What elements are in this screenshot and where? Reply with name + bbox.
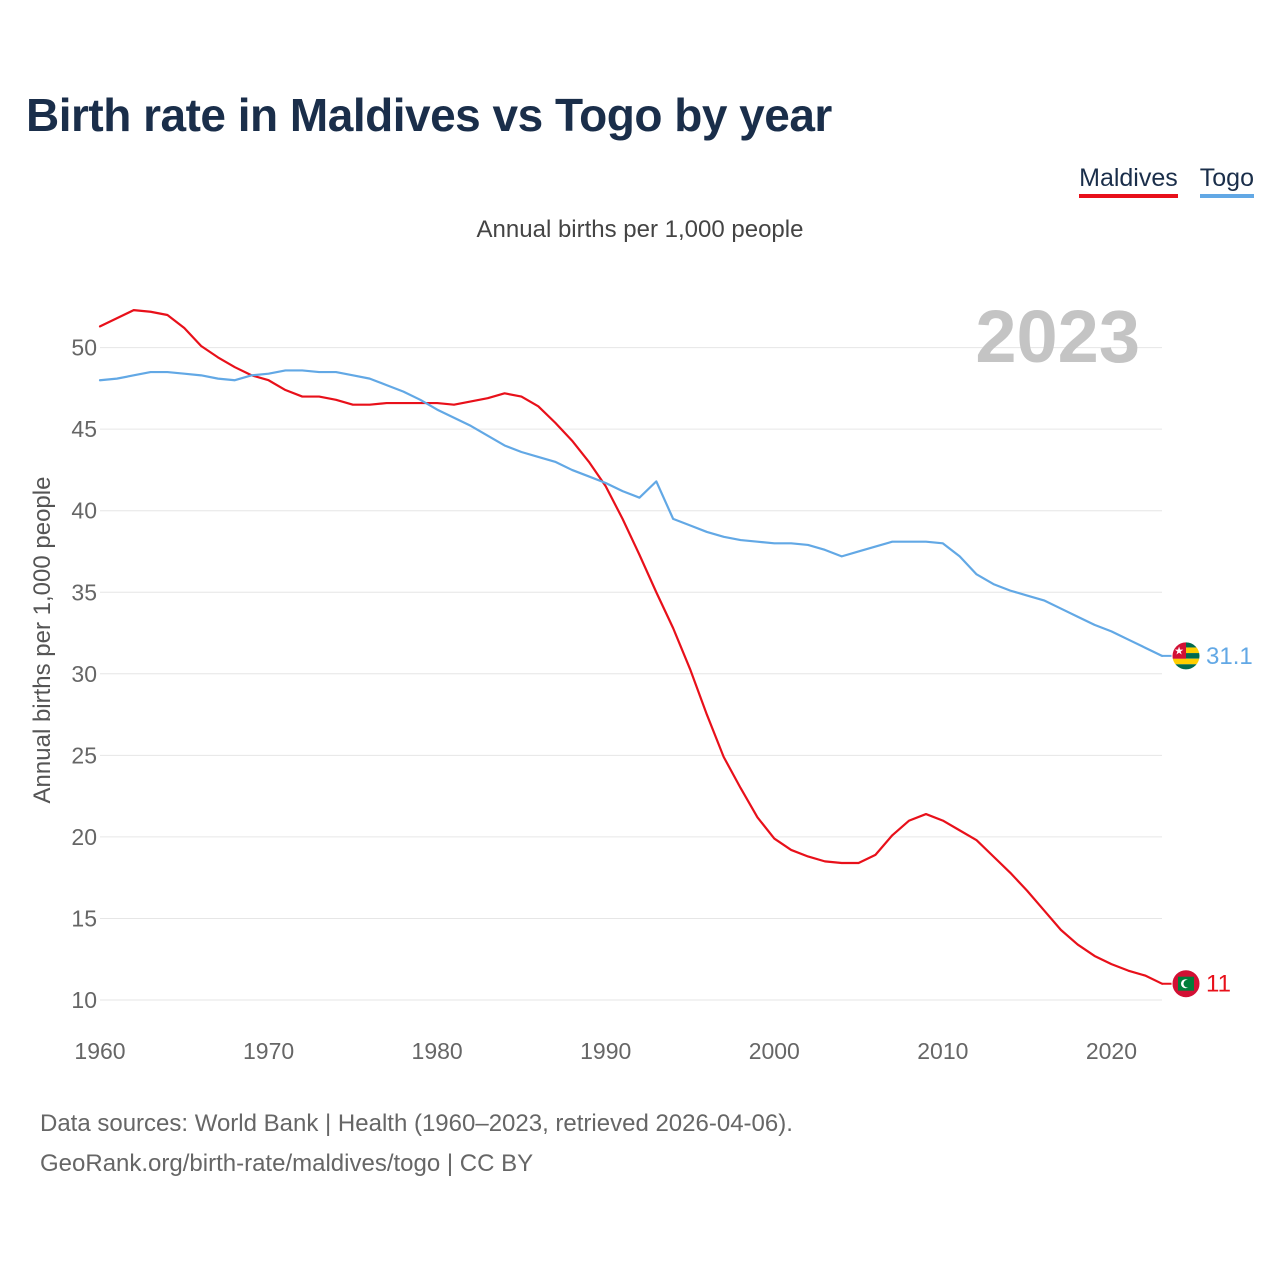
chart-title: Birth rate in Maldives vs Togo by year	[26, 89, 832, 141]
y-tick-label-35: 35	[71, 579, 97, 605]
line-chart: 10 15 20 25 30 35 40 45 50 1960 1970 1980 1990 2000 20…	[29, 295, 1253, 1064]
y-tick-label-10: 10	[71, 987, 97, 1013]
y-tick-label-15: 15	[71, 905, 97, 931]
legend: Maldives Togo	[1079, 164, 1254, 198]
y-axis-label: Annual births per 1,000 people	[29, 477, 56, 804]
end-value-label-maldives: 11	[1206, 971, 1231, 998]
year-watermark: 2023	[975, 295, 1140, 378]
y-tick-label-20: 20	[71, 824, 97, 850]
x-tick-label-1980: 1980	[412, 1038, 463, 1064]
legend-item-togo[interactable]: Togo	[1199, 164, 1254, 198]
y-tick-label-50: 50	[71, 335, 97, 361]
x-tick-label-1990: 1990	[580, 1038, 631, 1064]
x-tick-label-2010: 2010	[917, 1038, 968, 1064]
footer-sources: Data sources: World Bank | Health (1960–…	[40, 1110, 793, 1137]
y-tick-label-40: 40	[71, 498, 97, 524]
svg-text:★: ★	[1174, 645, 1184, 657]
x-tick-label-1960: 1960	[74, 1038, 125, 1064]
x-tick-label-2000: 2000	[749, 1038, 800, 1064]
flag-icon-maldives	[1171, 969, 1201, 999]
series-line-maldives	[98, 309, 1164, 985]
x-tick-label-1970: 1970	[243, 1038, 294, 1064]
chart-subtitle: Annual births per 1,000 people	[476, 216, 804, 243]
footer-link[interactable]: GeoRank.org/birth-rate/maldives/togo | C…	[40, 1150, 534, 1177]
footer: Data sources: World Bank | Health (1960–…	[40, 1104, 793, 1184]
end-value-label-togo: 31.1	[1206, 643, 1253, 670]
legend-item-maldives[interactable]: Maldives	[1079, 164, 1178, 198]
series-line-togo	[98, 369, 1164, 657]
y-tick-label-25: 25	[71, 742, 97, 768]
y-tick-label-30: 30	[71, 661, 97, 687]
x-tick-label-2020: 2020	[1086, 1038, 1137, 1064]
flag-icon-togo: ★	[1171, 641, 1201, 671]
y-tick-label-45: 45	[71, 416, 97, 442]
